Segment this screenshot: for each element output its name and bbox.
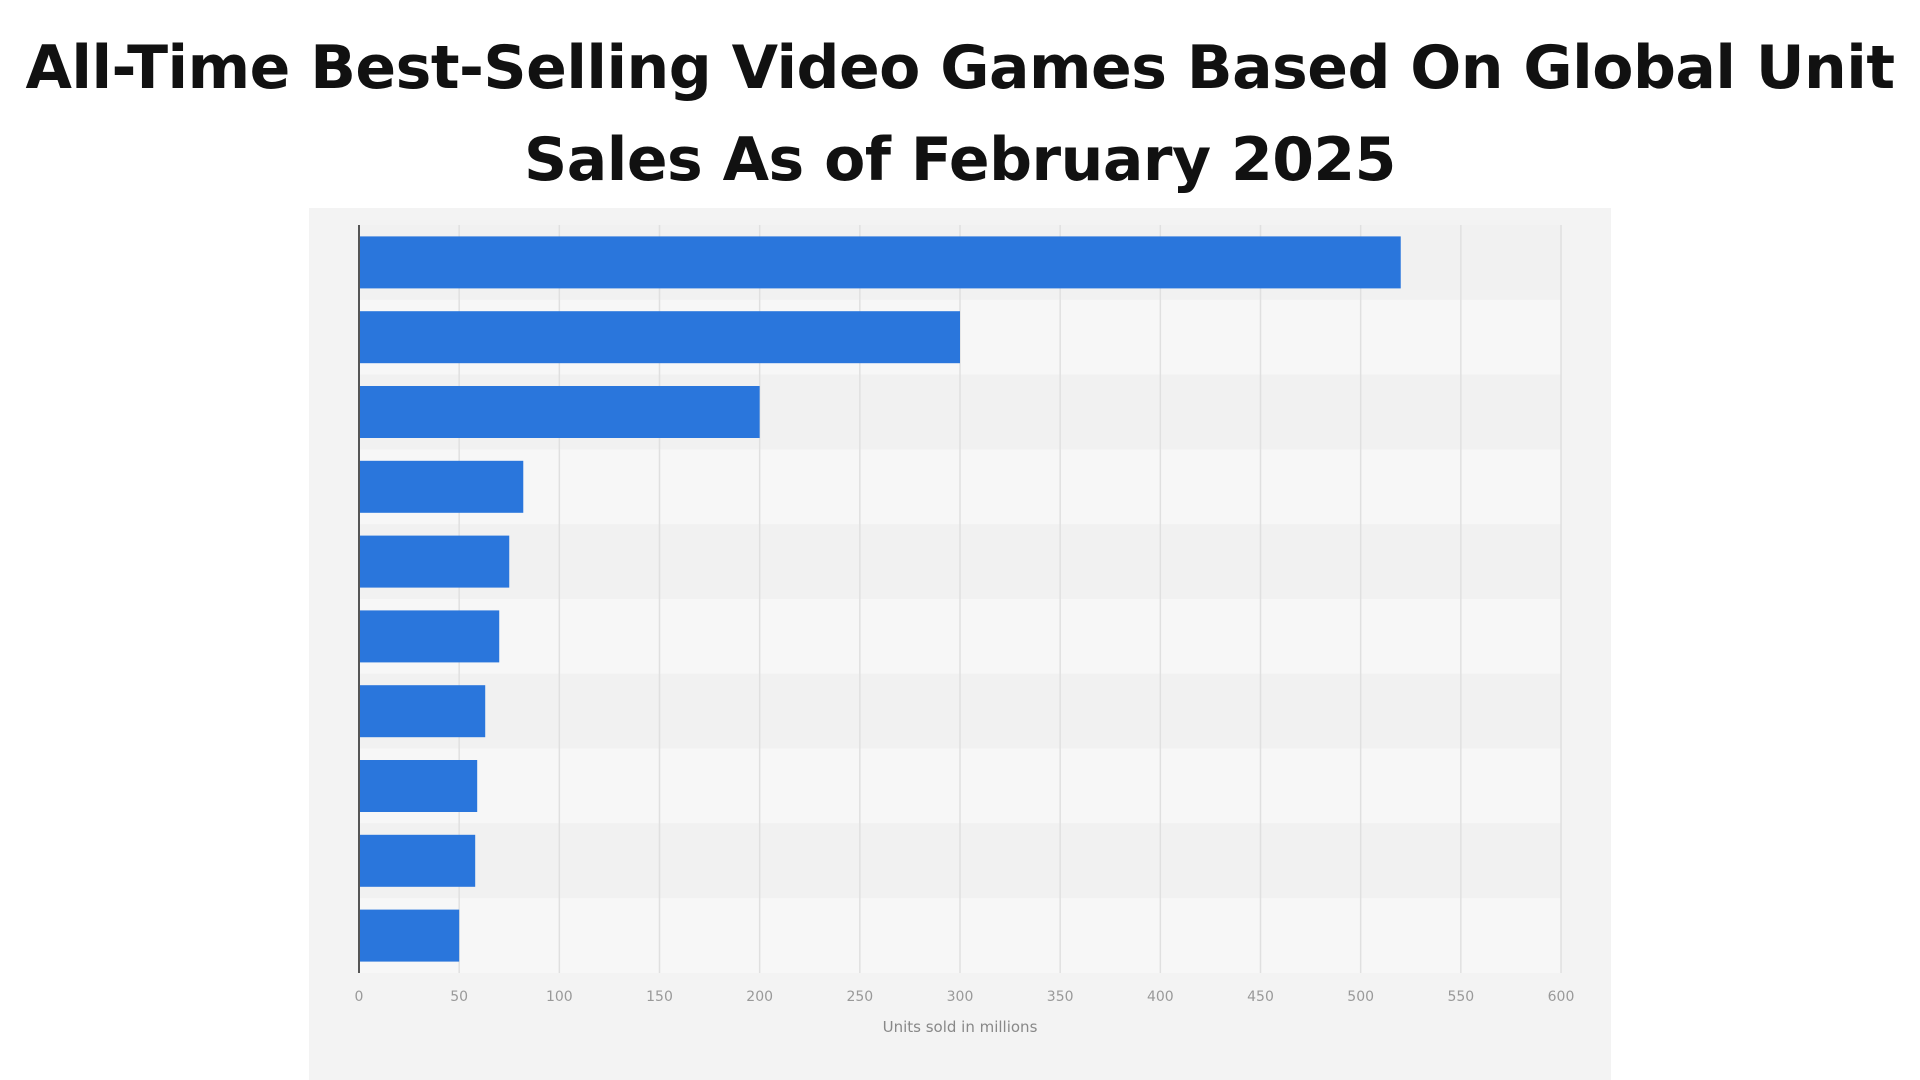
x-tick-label: 500 (1347, 989, 1374, 1005)
bar (359, 236, 1401, 289)
bar (359, 535, 510, 588)
bar (359, 386, 760, 438)
bar (359, 460, 524, 513)
bar (359, 909, 460, 962)
x-tick-label: 250 (846, 989, 873, 1005)
bar (359, 311, 960, 364)
x-tick-label: 200 (746, 989, 773, 1005)
x-tick-label: 450 (1247, 989, 1274, 1005)
bar (359, 760, 478, 812)
x-tick-label: 400 (1147, 989, 1174, 1005)
x-tick-label: 350 (1047, 989, 1074, 1005)
x-tick-label: 50 (450, 989, 468, 1005)
bar (359, 834, 476, 887)
x-tick-label: 300 (947, 989, 974, 1005)
chart-title: All-Time Best-Selling Video Games Based … (25, 33, 1895, 195)
x-tick-label: 0 (355, 989, 364, 1005)
x-tick-label: 600 (1548, 989, 1575, 1005)
x-tick-label: 100 (546, 989, 573, 1005)
x-tick-label: 150 (646, 989, 673, 1005)
bar (359, 685, 486, 738)
x-axis-label: Units sold in millions (882, 1018, 1038, 1036)
x-tick-label: 550 (1447, 989, 1474, 1005)
bar (359, 610, 500, 663)
